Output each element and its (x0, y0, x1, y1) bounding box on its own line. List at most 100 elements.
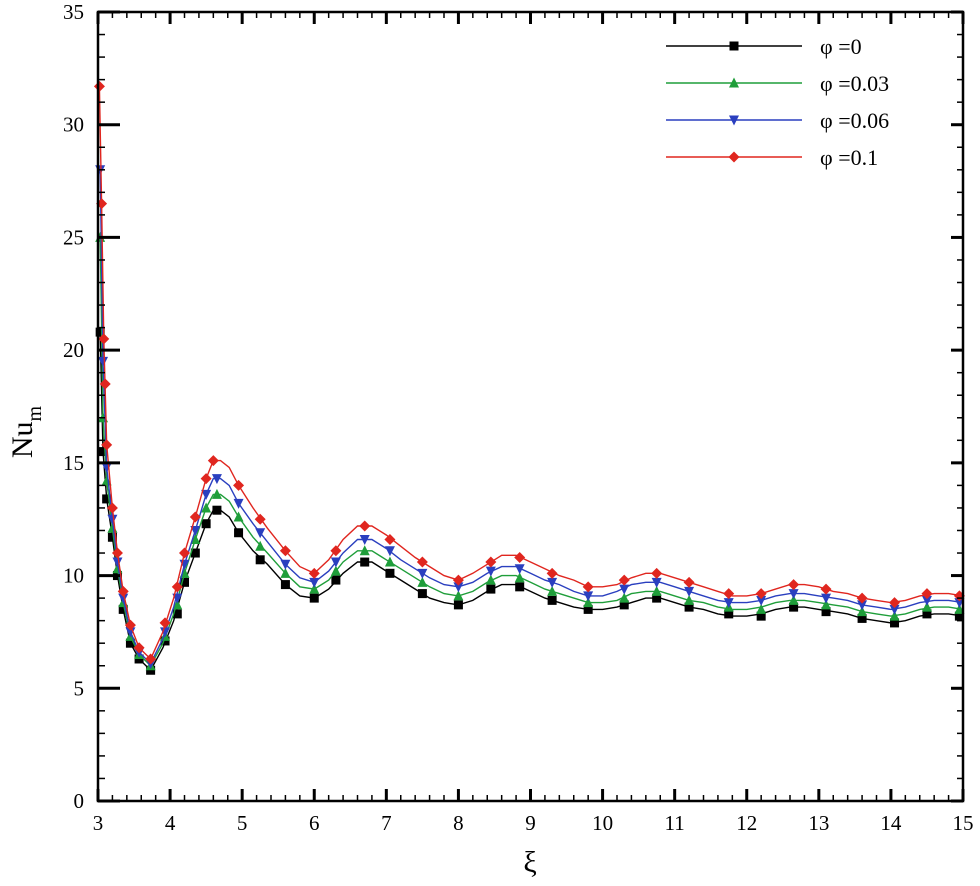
series-point-0 (180, 577, 189, 587)
series-point-1 (309, 583, 320, 594)
series-point-3 (133, 642, 145, 654)
series-point-1 (619, 592, 630, 603)
x-tick-label: 6 (309, 811, 320, 835)
series-point-2 (583, 591, 594, 602)
series-point-3 (546, 567, 558, 579)
legend-item-0: φ =0 (666, 34, 862, 59)
series-point-3 (330, 545, 342, 557)
ticks-layer: 3 4 5 6 7 8 9 10 11 12 13 14 15 0 5 10 15 20 25 30 35 (63, 0, 974, 835)
series-point-0 (583, 604, 593, 614)
legend-item-3: φ =0.1 (666, 145, 878, 170)
series-point-1 (583, 597, 594, 608)
x-axis-title: ξ (523, 846, 536, 879)
series-1 (95, 231, 965, 671)
series-point-3 (514, 552, 526, 564)
series-point-0 (756, 611, 766, 621)
y-tick-label: 25 (63, 225, 84, 249)
legend-item-2: φ =0.06 (666, 108, 889, 133)
series-point-1 (651, 585, 662, 596)
series-point-0 (280, 580, 290, 590)
series-point-3 (98, 333, 110, 345)
series-point-3 (159, 617, 171, 629)
series-point-2 (788, 589, 799, 600)
legend: φ =0 φ =0.03 φ =0.06 φ =0.1 (666, 34, 889, 170)
y-axis-title: Num (6, 405, 46, 458)
series-point-0 (453, 600, 463, 610)
series-3 (93, 80, 965, 665)
series-point-0 (821, 607, 831, 617)
series-point-3 (384, 534, 396, 546)
series-point-3 (179, 547, 190, 559)
series-point-1 (233, 511, 244, 522)
series-point-3 (359, 520, 371, 532)
series-point-0 (234, 528, 244, 538)
series-point-1 (330, 565, 341, 576)
series-point-1 (514, 572, 525, 583)
series-point-2 (514, 564, 525, 575)
series-2 (95, 165, 965, 669)
series-point-0 (331, 575, 341, 585)
series-point-1 (889, 610, 900, 621)
series-point-0 (146, 665, 156, 675)
series-point-0 (417, 589, 427, 599)
series-point-3 (683, 576, 695, 588)
series-point-0 (652, 593, 662, 603)
x-tick-label: 5 (237, 811, 248, 835)
series-point-0 (922, 609, 932, 619)
x-tick-label: 12 (736, 811, 757, 835)
series-point-3 (723, 588, 735, 600)
series-point-2 (384, 546, 395, 557)
series-point-0 (190, 548, 200, 558)
series-point-0 (547, 595, 557, 605)
series-point-2 (485, 566, 496, 577)
series-point-0 (684, 602, 694, 612)
series-point-1 (384, 556, 395, 567)
series-layer (93, 80, 965, 675)
y-tick-label: 5 (74, 676, 85, 700)
series-point-0 (385, 568, 395, 578)
series-point-3 (452, 574, 464, 586)
series-point-2 (756, 595, 767, 606)
y-tick-label: 10 (63, 564, 84, 588)
series-point-1 (417, 576, 428, 587)
series-point-3 (200, 473, 212, 485)
series-point-3 (308, 567, 320, 579)
series-point-3 (117, 585, 129, 597)
series-point-1 (547, 585, 558, 596)
x-tick-label: 8 (453, 811, 464, 835)
series-point-3 (106, 502, 118, 514)
series-point-3 (171, 581, 183, 593)
series-point-2 (280, 559, 291, 570)
series-0 (95, 327, 964, 675)
y-tick-label: 30 (63, 113, 84, 137)
series-point-3 (651, 567, 663, 579)
series-point-1 (857, 606, 868, 617)
x-tick-label: 7 (381, 811, 392, 835)
series-point-0 (172, 609, 182, 619)
x-tick-label: 13 (808, 811, 829, 835)
series-point-0 (95, 327, 105, 337)
y-axis-title-main: Nu (6, 421, 39, 458)
series-point-3 (856, 592, 868, 604)
series-point-0 (789, 602, 799, 612)
series-point-1 (172, 599, 183, 610)
series-line-1 (99, 237, 964, 667)
series-point-2 (211, 474, 222, 485)
x-tick-label: 3 (93, 811, 104, 835)
series-point-3 (921, 588, 933, 600)
series-point-1 (788, 594, 799, 605)
series-point-1 (359, 545, 370, 556)
series-point-3 (99, 378, 111, 390)
y-tick-label: 20 (63, 338, 84, 362)
series-point-3 (233, 479, 245, 491)
legend-label: φ =0.06 (820, 108, 889, 133)
series-point-0 (118, 604, 128, 614)
series-point-2 (359, 535, 370, 546)
series-point-1 (201, 502, 212, 513)
series-point-1 (255, 540, 266, 551)
series-point-3 (124, 619, 136, 631)
x-tick-label: 4 (165, 811, 176, 835)
series-point-2 (684, 586, 695, 597)
x-tick-label: 14 (880, 811, 902, 835)
series-point-3 (416, 556, 428, 568)
